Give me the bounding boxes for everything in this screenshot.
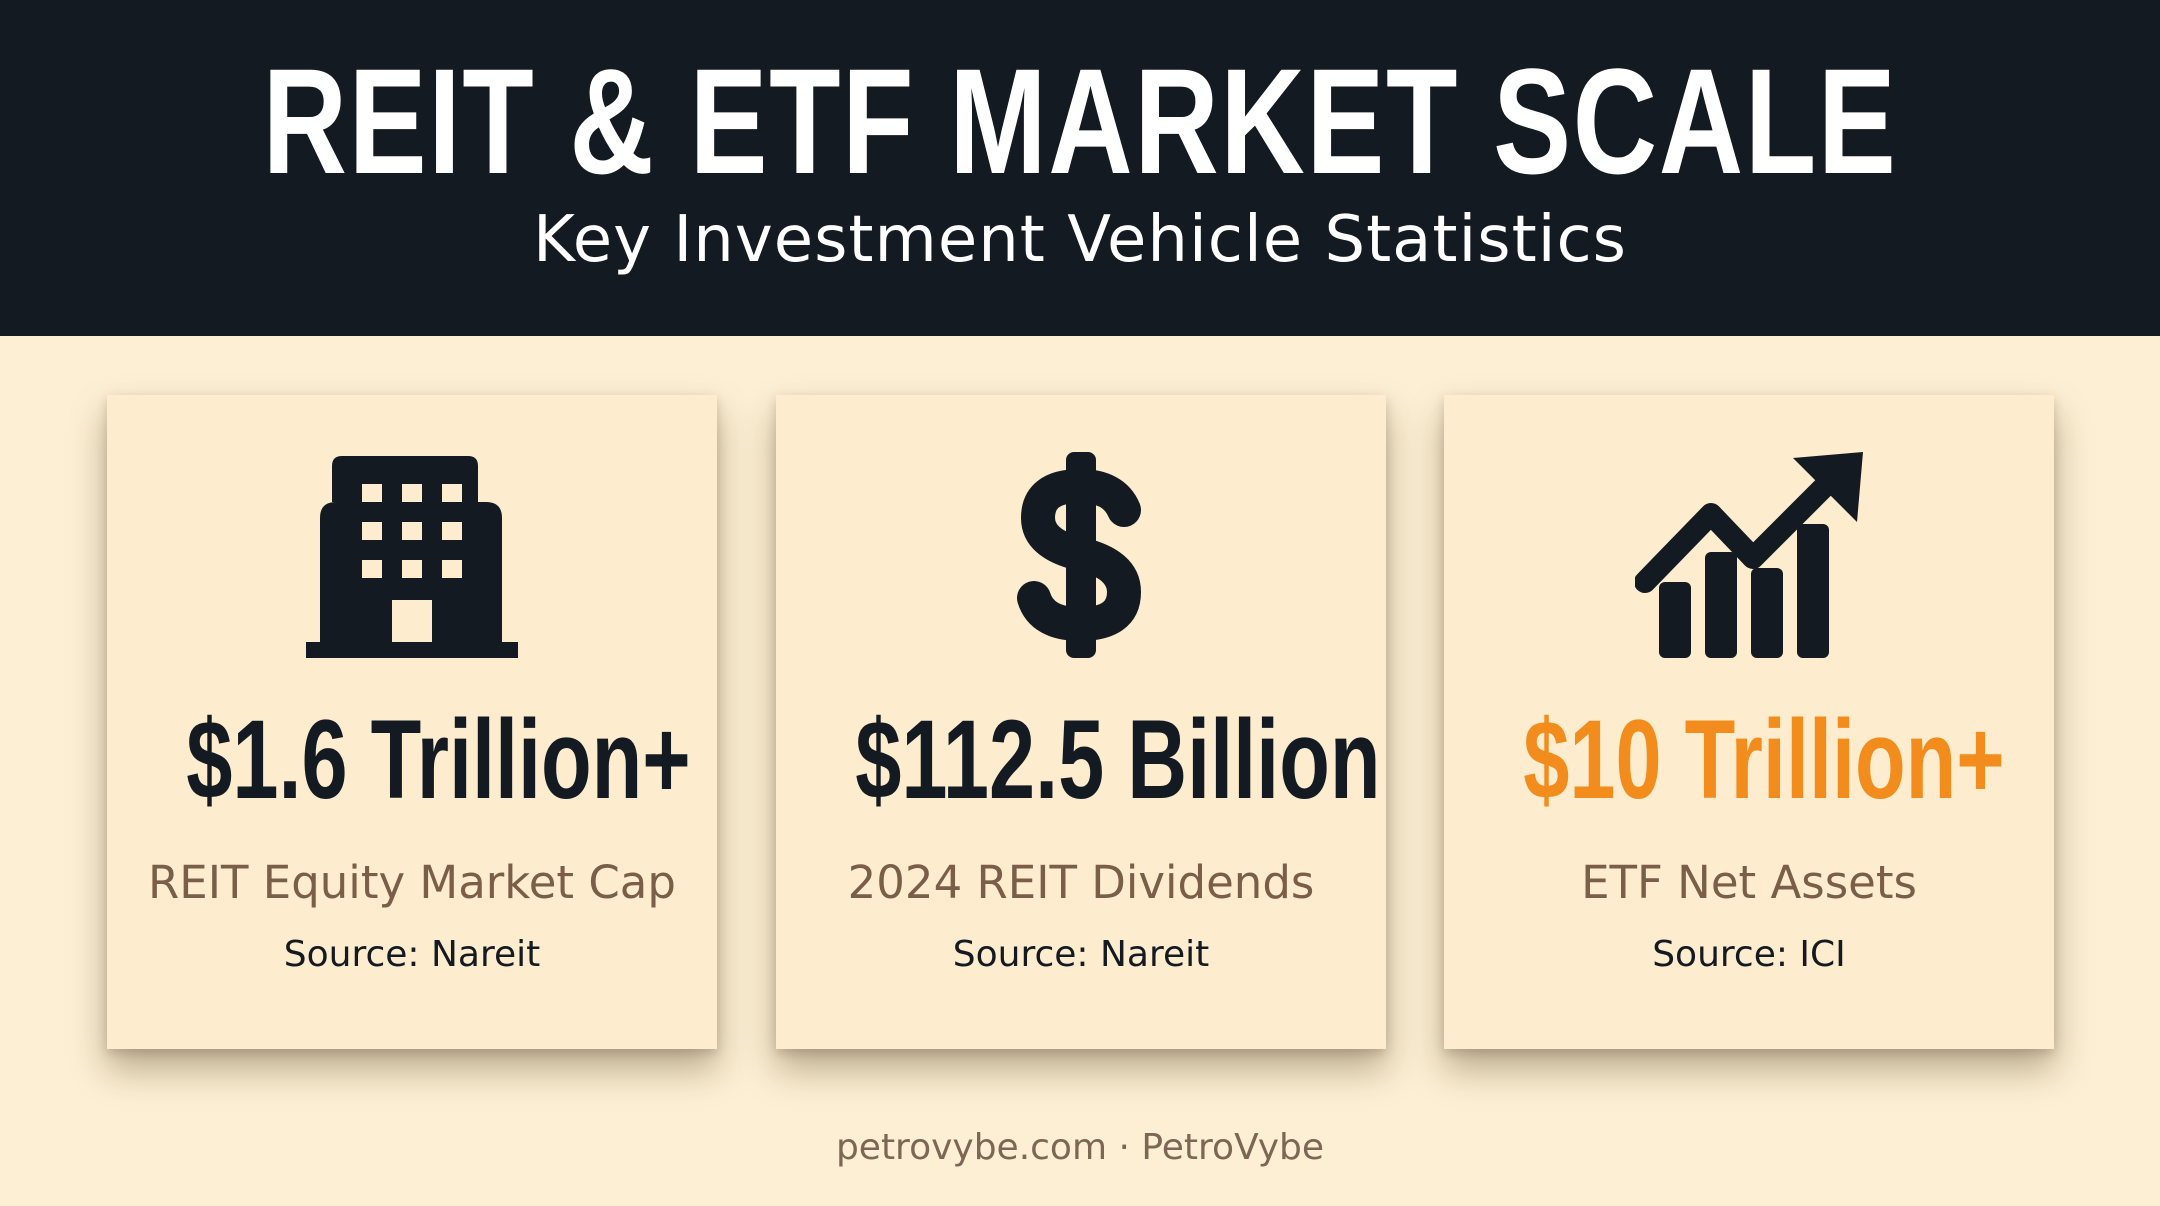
stat-value: $10 Trillion+ [1523,697,2005,822]
dollar-sign-icon [776,452,1386,658]
page-title: REIT & ETF MARKET SCALE [262,37,1898,205]
stat-source: Source: Nareit [952,934,1210,975]
header-banner: REIT & ETF MARKET SCALE Key Investment V… [0,0,2160,336]
page-subtitle: Key Investment Vehicle Statistics [533,203,1627,277]
stat-label: ETF Net Assets [1581,856,1917,909]
stat-card-etf-assets: $10 Trillion+ ETF Net Assets Source: ICI [1444,395,2054,1049]
stat-card-reit-market-cap: $1.6 Trillion+ REIT Equity Market Cap So… [107,395,717,1049]
stat-cards: $1.6 Trillion+ REIT Equity Market Cap So… [107,395,2055,1049]
stat-source: Source: Nareit [283,934,541,975]
stat-value: $1.6 Trillion+ [186,697,691,822]
stat-value: $112.5 Billion [855,697,1381,822]
stat-label: 2024 REIT Dividends [847,856,1315,909]
stat-card-reit-dividends: $112.5 Billion 2024 REIT Dividends Sourc… [776,395,1386,1049]
footer-credit: petrovybe.com · PetroVybe [835,1127,1325,1168]
growth-chart-icon [1444,452,2054,658]
stat-label: REIT Equity Market Cap [148,856,676,909]
building-icon [107,453,717,658]
stat-source: Source: ICI [1652,934,1846,975]
